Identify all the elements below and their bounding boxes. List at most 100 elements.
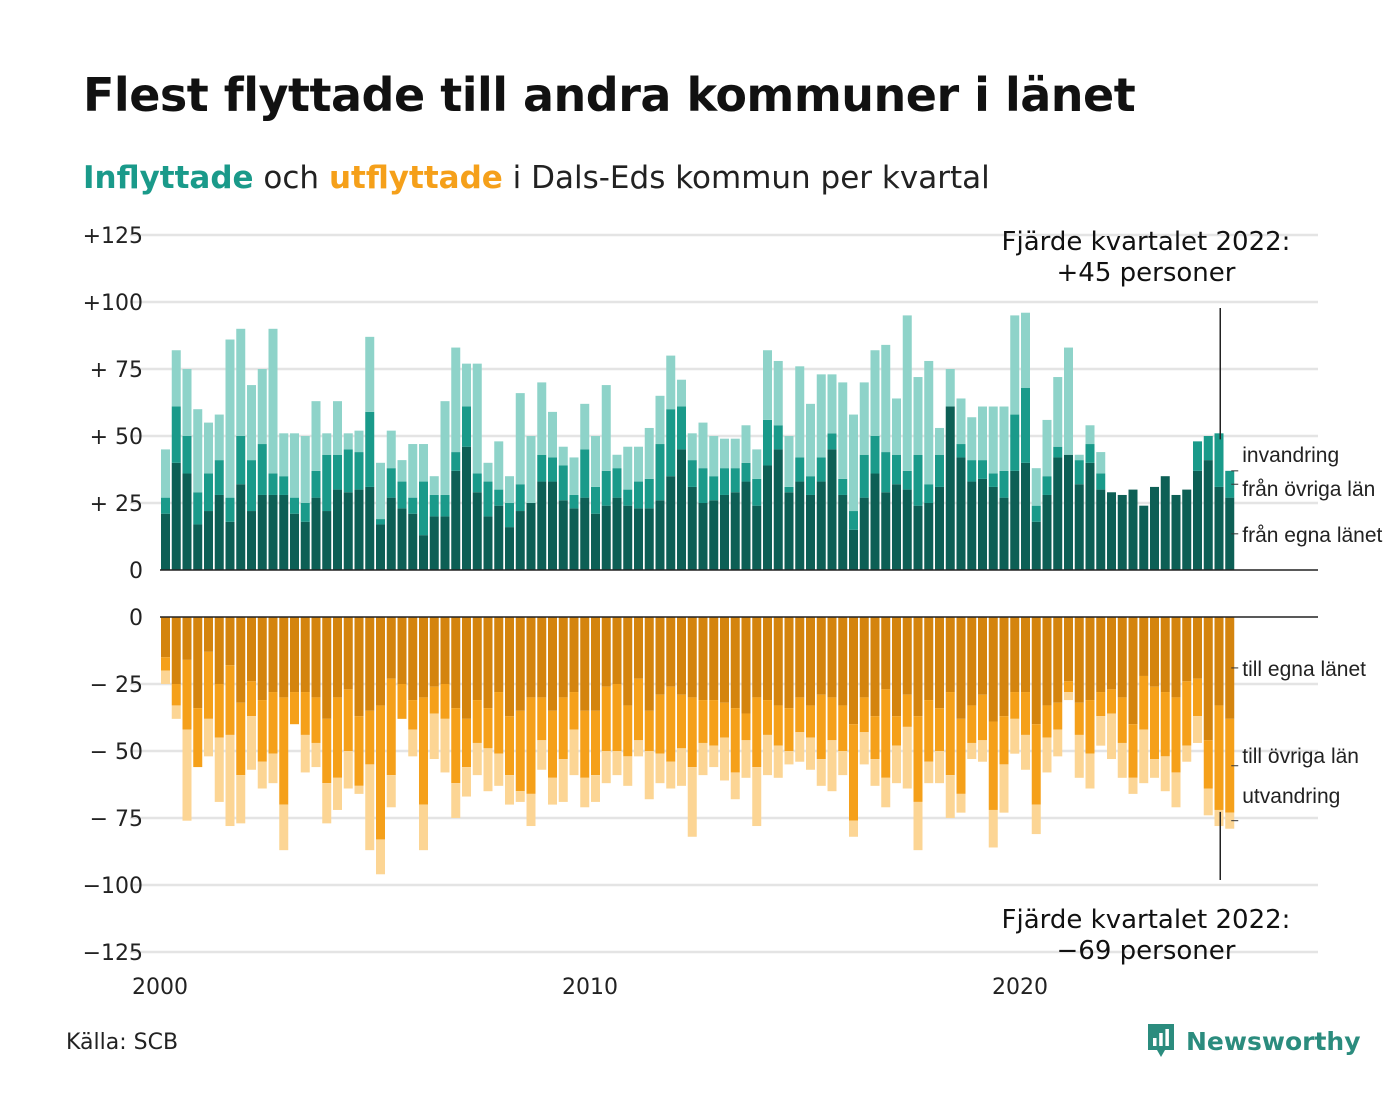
- bar-out-own-county: [935, 617, 944, 709]
- bar-in-own-county: [816, 481, 826, 570]
- bar-in-immigration: [1031, 468, 1041, 506]
- bar-out-other-county: [429, 686, 439, 714]
- bar-out-other-county: [472, 700, 482, 743]
- bar-out-own-county: [236, 617, 246, 703]
- bar-out-other-county: [397, 684, 407, 719]
- bar-out-own-county: [967, 617, 977, 706]
- brand-logo[interactable]: Newsworthy: [1146, 1022, 1361, 1060]
- bar-in-immigration: [451, 347, 461, 453]
- bar-in-immigration: [655, 395, 665, 445]
- bar-in-immigration: [236, 328, 246, 436]
- bar-in-immigration: [870, 350, 880, 436]
- bar-in-own-county: [440, 516, 450, 570]
- bar-out-emigration: [623, 756, 633, 786]
- bar-in-own-county: [1214, 486, 1224, 570]
- bar-out-own-county: [816, 617, 826, 695]
- bar-out-other-county: [311, 697, 321, 743]
- subtitle-rest: i Dals-Eds kommun per kvartal: [502, 160, 990, 196]
- bar-out-own-county: [1214, 617, 1224, 706]
- bar-in-other-county: [999, 470, 1009, 498]
- bar-out-own-county: [257, 617, 267, 701]
- bar-out-own-county: [333, 617, 342, 698]
- bar-in-own-county: [408, 513, 418, 570]
- bar-out-own-county: [311, 617, 321, 698]
- bar-out-emigration: [1225, 812, 1235, 829]
- bar-out-own-county: [1128, 617, 1138, 725]
- bar-out-other-county: [1182, 681, 1192, 746]
- bar-out-own-county: [408, 617, 418, 701]
- bar-in-immigration: [505, 476, 514, 503]
- bar-out-other-county: [440, 684, 450, 719]
- bar-out-emigration: [515, 791, 525, 802]
- bar-in-other-county: [548, 457, 557, 482]
- bar-in-own-county: [666, 476, 676, 570]
- bar-in-other-county: [537, 454, 547, 482]
- bar-in-other-county: [279, 476, 289, 495]
- bar-out-emigration: [548, 777, 557, 805]
- bar-in-own-county: [956, 457, 966, 570]
- bar-out-other-county: [171, 684, 181, 706]
- bar-in-immigration: [795, 366, 805, 458]
- bar-in-own-county: [988, 486, 998, 570]
- bar-in-own-county: [935, 486, 944, 570]
- bar-in-other-county: [247, 460, 256, 512]
- bar-in-own-county: [795, 481, 805, 570]
- bar-in-own-county: [1074, 484, 1084, 570]
- bar-in-own-county: [182, 473, 192, 570]
- bar-out-emigration: [1139, 729, 1149, 784]
- bar-out-own-county: [763, 617, 772, 701]
- bar-out-other-county: [763, 700, 772, 735]
- bar-out-other-county: [1053, 702, 1063, 730]
- bar-out-other-county: [1150, 686, 1159, 760]
- bar-out-emigration: [580, 777, 590, 808]
- bar-out-emigration: [257, 761, 267, 789]
- bar-out-other-county: [1021, 692, 1030, 735]
- bar-in-immigration: [730, 438, 740, 469]
- bar-out-emigration: [1096, 716, 1106, 746]
- y-tick-label-in: 0: [129, 559, 143, 584]
- bar-in-immigration: [859, 382, 869, 455]
- bar-in-immigration: [171, 350, 181, 407]
- bar-out-other-county: [193, 708, 203, 768]
- bar-out-other-county: [1107, 689, 1116, 714]
- bar-out-other-county: [1042, 705, 1052, 738]
- bar-out-emigration: [816, 759, 826, 786]
- bar-in-immigration: [462, 363, 471, 407]
- bar-out-own-county: [1171, 617, 1181, 698]
- bar-out-other-county: [548, 710, 557, 778]
- bar-in-other-county: [612, 468, 622, 498]
- bar-in-immigration: [1010, 315, 1020, 415]
- bar-in-own-county: [999, 497, 1009, 570]
- bar-in-immigration: [440, 401, 450, 495]
- bar-out-emigration: [806, 737, 815, 770]
- bar-in-other-county: [300, 503, 310, 522]
- bar-in-other-county: [494, 489, 504, 506]
- bar-out-other-county: [1096, 692, 1106, 717]
- bar-out-other-county: [1139, 675, 1149, 730]
- bar-out-emigration: [612, 751, 622, 776]
- bar-in-immigration: [515, 393, 525, 485]
- bar-in-other-county: [601, 470, 611, 506]
- bar-in-own-county: [236, 484, 246, 570]
- bar-out-other-county: [773, 705, 783, 746]
- bar-in-immigration: [300, 436, 310, 503]
- bar-in-other-county: [354, 452, 364, 490]
- bar-in-immigration: [849, 414, 858, 512]
- bar-out-emigration: [429, 713, 439, 760]
- bar-in-other-county: [655, 444, 665, 501]
- bar-out-other-county: [1171, 697, 1181, 773]
- bar-out-other-county: [483, 708, 493, 749]
- bar-out-emigration: [741, 740, 751, 778]
- bar-out-emigration: [945, 775, 955, 818]
- bar-out-emigration: [1042, 737, 1052, 773]
- bar-in-own-county: [1150, 486, 1159, 570]
- bar-in-other-county: [902, 470, 912, 490]
- bar-in-other-county: [795, 457, 805, 482]
- bar-out-other-county: [1193, 678, 1202, 717]
- bar-out-other-county: [687, 697, 697, 768]
- bar-out-emigration: [677, 748, 686, 786]
- bar-in-other-county: [1021, 387, 1030, 463]
- bar-in-other-county: [257, 444, 267, 495]
- bar-out-own-county: [1117, 617, 1127, 698]
- bar-in-other-county: [290, 497, 299, 514]
